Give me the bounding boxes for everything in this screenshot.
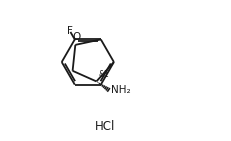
Text: NH₂: NH₂ xyxy=(110,85,130,95)
Text: HCl: HCl xyxy=(94,120,114,133)
Text: F: F xyxy=(67,26,73,36)
Text: O: O xyxy=(72,32,81,42)
Text: &1: &1 xyxy=(99,70,109,79)
